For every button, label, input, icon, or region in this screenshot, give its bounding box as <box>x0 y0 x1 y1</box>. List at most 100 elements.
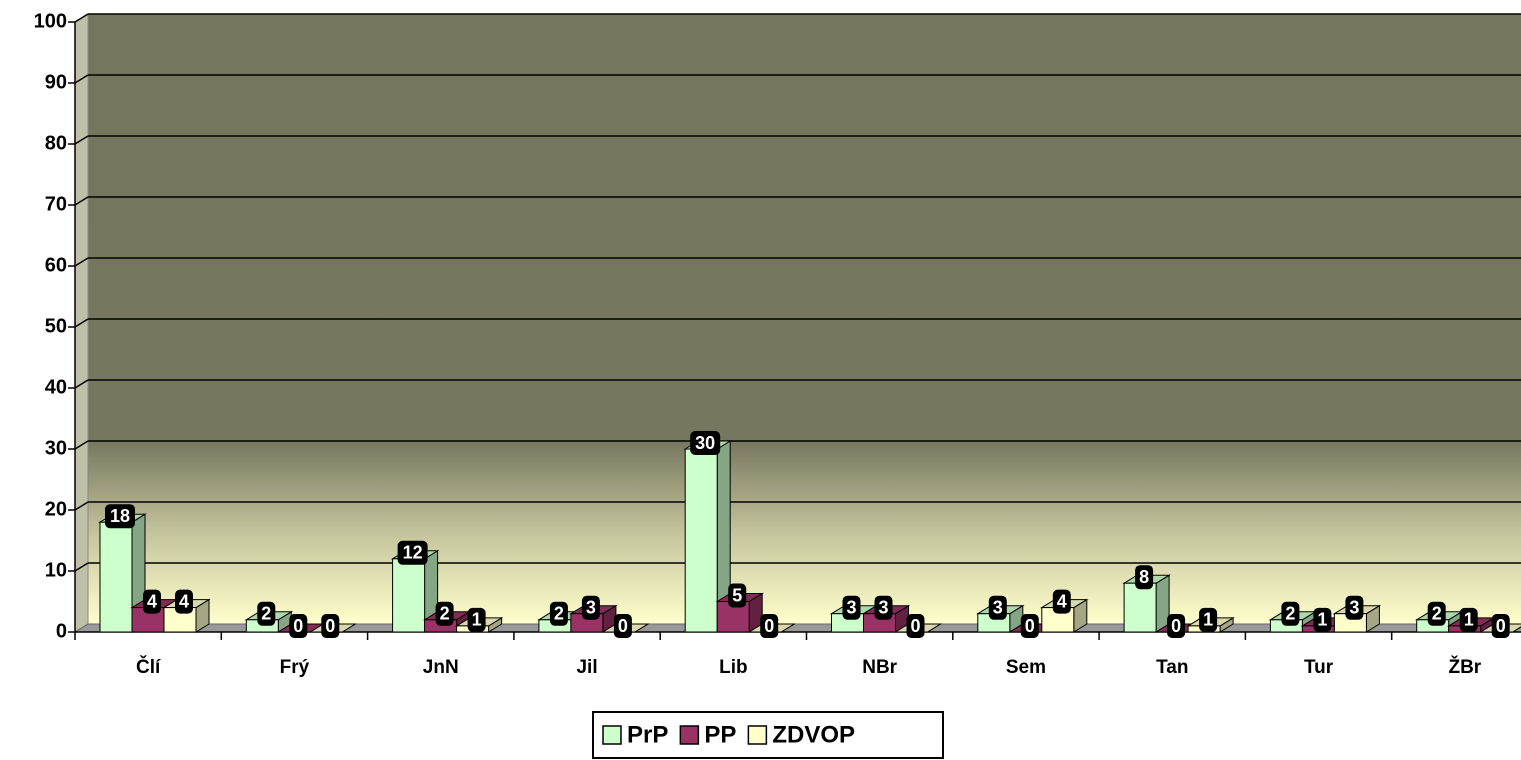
data-label-box <box>1427 601 1446 626</box>
bar <box>99 521 133 633</box>
x-tick-label: JnN <box>423 657 459 678</box>
data-label: 2 <box>554 604 564 624</box>
data-label: 0 <box>618 616 628 636</box>
data-label-box <box>874 595 893 620</box>
grid-line-side <box>74 196 89 206</box>
legend-label: ZDVOP <box>772 721 855 748</box>
data-label: 4 <box>179 591 189 611</box>
bar <box>1123 582 1157 633</box>
y-tick-label: 40 <box>45 376 67 398</box>
grid-line-side <box>74 257 89 267</box>
data-label-box <box>1167 614 1186 638</box>
data-label-box <box>175 589 193 614</box>
y-tick-label: 20 <box>45 498 67 520</box>
data-label: 3 <box>846 597 856 617</box>
x-tick-label: Tur <box>1304 657 1334 678</box>
x-tick-label: Sem <box>1006 657 1046 678</box>
data-label: 1 <box>472 610 482 630</box>
data-label: 1 <box>1464 610 1474 630</box>
bar <box>684 448 718 633</box>
y-tick-label: 0 <box>56 620 67 642</box>
y-tick-label: 70 <box>45 193 67 215</box>
x-tick-label: Frý <box>280 657 310 678</box>
data-label-box <box>397 540 428 565</box>
data-label: 3 <box>878 597 888 617</box>
data-label: 0 <box>1025 616 1035 636</box>
y-tick-label: 90 <box>45 71 67 93</box>
data-label-box <box>289 614 308 638</box>
x-tick-label: ŽBr <box>1448 656 1481 678</box>
data-label-box <box>728 583 747 608</box>
data-label-box <box>1199 607 1218 632</box>
data-label-box <box>581 595 600 620</box>
data-label-box <box>1135 565 1154 590</box>
data-label: 3 <box>1349 597 1359 617</box>
y-tick-label: 60 <box>45 254 67 276</box>
data-label: 2 <box>440 604 450 624</box>
data-label-box <box>1345 595 1364 620</box>
y-tick-label: 30 <box>45 437 67 459</box>
grid-line-side <box>74 562 89 572</box>
data-label: 12 <box>403 543 423 563</box>
data-label-box <box>467 607 486 632</box>
data-label-box <box>1052 589 1071 614</box>
data-label: 4 <box>147 591 157 611</box>
data-label-box <box>1313 607 1332 632</box>
legend-label: PrP <box>627 721 668 748</box>
data-label-box <box>842 595 861 620</box>
data-label-box <box>143 589 161 614</box>
data-label-box <box>613 614 632 638</box>
data-label-box <box>690 431 721 455</box>
y-tick-label: 80 <box>45 132 67 154</box>
x-tick-label: NBr <box>862 657 897 678</box>
data-label-box <box>321 614 340 638</box>
data-label: 18 <box>110 506 130 526</box>
legend-label: PP <box>704 721 736 748</box>
data-label: 2 <box>261 604 271 624</box>
data-label: 5 <box>732 585 742 605</box>
x-tick-label: Lib <box>719 657 748 678</box>
legend-box <box>592 711 944 759</box>
data-label: 0 <box>1496 616 1506 636</box>
data-label-box <box>257 601 276 626</box>
data-label: 2 <box>1285 604 1295 624</box>
grid-line-side <box>74 318 89 328</box>
data-label: 0 <box>325 616 335 636</box>
legend-swatch <box>602 725 622 745</box>
data-label: 4 <box>1057 591 1067 611</box>
data-label-box <box>549 601 568 626</box>
data-label-box <box>1491 614 1510 638</box>
grid-line-side <box>74 13 89 23</box>
data-label-box <box>988 595 1007 620</box>
data-label: 2 <box>1432 604 1442 624</box>
data-label-box <box>435 601 454 626</box>
data-label: 0 <box>910 616 920 636</box>
x-tick-label: Jil <box>576 657 597 678</box>
grid-line-side <box>74 135 89 145</box>
data-label-box <box>1020 614 1039 638</box>
bar <box>392 558 426 633</box>
grid-line-side <box>74 379 89 389</box>
data-label-box <box>906 614 925 638</box>
data-label: 1 <box>1203 610 1213 630</box>
data-label: 1 <box>1317 610 1327 630</box>
x-tick-label: Člí <box>136 656 161 678</box>
data-label: 3 <box>586 597 596 617</box>
grid-line-side <box>74 501 89 511</box>
grid-line-side <box>74 440 89 450</box>
data-label-box <box>760 614 779 638</box>
data-label-box <box>1281 601 1300 626</box>
data-label: 0 <box>1171 616 1181 636</box>
y-tick-label: 100 <box>34 10 67 32</box>
x-tick-label: Tan <box>1156 657 1188 678</box>
data-label-box <box>1459 607 1478 632</box>
data-label: 0 <box>293 616 303 636</box>
y-tick-label: 50 <box>45 315 67 337</box>
legend-swatch <box>679 725 700 745</box>
data-label: 30 <box>695 433 715 453</box>
data-label: 0 <box>764 616 774 636</box>
data-label: 3 <box>993 597 1003 617</box>
data-label-box <box>105 504 135 529</box>
legend-swatch <box>747 725 768 745</box>
